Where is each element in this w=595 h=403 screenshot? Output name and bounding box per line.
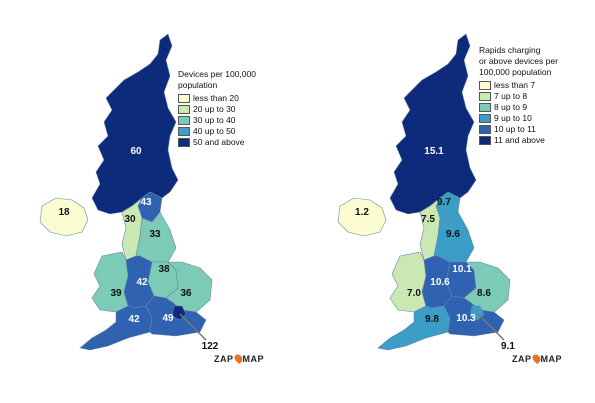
region-value-south-west: 9.8 — [425, 314, 439, 325]
left-legend-title-line: Devices per 100,000 — [178, 69, 256, 79]
legend-swatch — [479, 81, 491, 90]
region-value-east: 36 — [180, 288, 192, 299]
legend-swatch — [479, 114, 491, 123]
legend-label: 9 up to 10 — [494, 113, 532, 123]
legend-label: 10 up to 11 — [494, 124, 536, 134]
legend-item: 30 up to 40 — [178, 115, 256, 126]
legend-item: 9 up to 10 — [479, 113, 558, 124]
region-south-west — [79, 305, 153, 351]
region-value-yorkshire: 33 — [149, 229, 161, 240]
region-value-north-west: 7.5 — [421, 214, 435, 225]
legend-swatch — [178, 105, 190, 114]
region-value-north-east: 43 — [140, 197, 152, 208]
right-brand-logo: ZAP MAP — [512, 352, 562, 365]
region-value-scotland: 60 — [130, 146, 142, 157]
left-uk-map: 60 18 43 30 33 38 39 42 36 42 49 122 — [39, 33, 219, 352]
region-value-south-west: 42 — [128, 314, 140, 325]
legend-label: 30 up to 40 — [193, 115, 236, 125]
legend-item: less than 7 — [479, 80, 558, 91]
region-value-northern-ireland: 1.2 — [355, 207, 369, 218]
region-value-west-midlands: 42 — [136, 277, 148, 288]
region-value-wales: 39 — [110, 288, 122, 299]
left-legend-title: Devices per 100,000 population — [178, 69, 256, 91]
region-wales — [389, 251, 427, 313]
legend-item: 10 up to 11 — [479, 124, 558, 135]
region-value-yorkshire: 9.6 — [446, 229, 460, 240]
legend-label: 50 and above — [193, 137, 245, 147]
region-value-scotland: 15.1 — [424, 146, 444, 157]
left-legend-title-line: population — [178, 80, 218, 90]
legend-swatch — [178, 94, 190, 103]
legend-item: 40 up to 50 — [178, 126, 256, 137]
region-value-south-east: 10.3 — [456, 313, 476, 324]
region-south-west — [377, 305, 451, 351]
right-map-panel: 15.1 1.2 9.7 7.5 9.6 10.1 7.0 10.6 8.6 9.8 10.3 9.1… — [298, 0, 595, 403]
map-pin-icon — [232, 352, 244, 365]
right-legend-title-line: or above devices per — [479, 56, 558, 66]
right-uk-map: 15.1 1.2 9.77.5 9.6 10.1 7.0 10.6 8.6 9.8 10.3 9.1 — [337, 33, 515, 352]
legend-item: 50 and above — [178, 137, 256, 148]
region-value-west-midlands: 10.6 — [430, 277, 450, 288]
london-callout-line — [477, 313, 505, 341]
legend-item: 7 up to 8 — [479, 91, 558, 102]
legend-swatch — [178, 138, 190, 147]
legend-label: 11 and above — [494, 135, 545, 145]
legend-label: 40 up to 50 — [193, 126, 236, 136]
legend-item: 8 up to 9 — [479, 102, 558, 113]
region-value-north-west: 30 — [124, 214, 136, 225]
left-legend: Devices per 100,000 population less than… — [178, 69, 256, 148]
legend-label: 8 up to 9 — [494, 102, 528, 112]
legend-swatch — [479, 92, 491, 101]
region-value-east-midlands: 38 — [158, 264, 170, 275]
region-value-east: 8.6 — [477, 288, 491, 299]
region-value-london: 122 — [202, 341, 219, 352]
region-value-east-midlands: 10.1 — [452, 264, 472, 275]
region-value-wales: 7.0 — [407, 288, 421, 299]
region-wales — [91, 251, 129, 313]
region-value-northern-ireland: 18 — [58, 207, 70, 218]
region-value-south-east: 49 — [162, 313, 174, 324]
legend-swatch — [178, 127, 190, 136]
region-northern-ireland — [39, 197, 89, 237]
legend-item: 11 and above — [479, 135, 558, 146]
left-map-panel: 60 18 43 30 33 38 39 42 36 42 49 122 Devices per 10… — [0, 0, 297, 403]
legend-swatch — [178, 116, 190, 125]
legend-label: less than 7 — [494, 80, 536, 90]
region-value-north-east: 9.7 — [437, 197, 451, 208]
right-legend-title-line: Rapids charging — [479, 45, 541, 55]
region-scotland — [91, 33, 179, 215]
right-legend-title: Rapids charging or above devices per 100… — [479, 45, 558, 78]
region-value-london: 9.1 — [501, 341, 515, 352]
map-pin-icon — [530, 352, 542, 365]
legend-label: less than 20 — [193, 93, 239, 103]
legend-item: less than 20 — [178, 93, 256, 104]
left-brand-logo: ZAP MAP — [214, 352, 264, 365]
legend-swatch — [479, 103, 491, 112]
legend-item: 20 up to 30 — [178, 104, 256, 115]
london-callout-line — [179, 313, 207, 341]
right-legend-title-line: 100,000 population — [479, 67, 552, 77]
legend-swatch — [479, 136, 491, 145]
legend-label: 7 up to 8 — [494, 91, 528, 101]
region-scotland — [389, 33, 477, 215]
region-northern-ireland — [337, 197, 387, 237]
legend-swatch — [479, 125, 491, 134]
legend-label: 20 up to 30 — [193, 104, 236, 114]
right-legend: Rapids charging or above devices per 100… — [479, 45, 558, 146]
